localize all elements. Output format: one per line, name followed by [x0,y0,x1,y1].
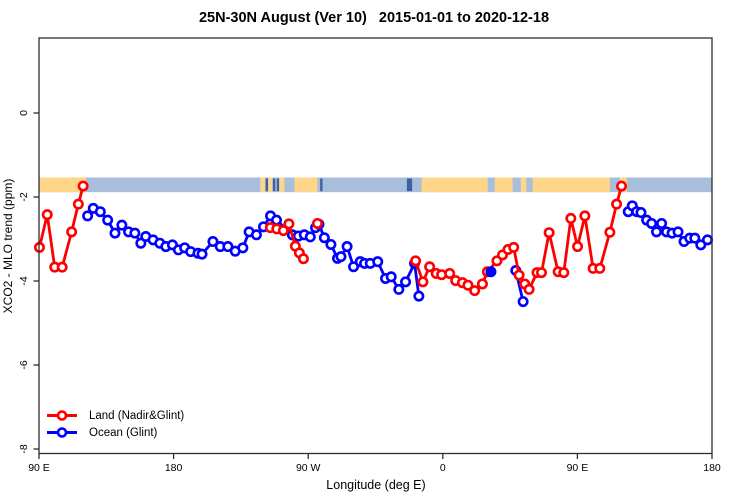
ocean-series-segment [82,202,425,302]
svg-text:-2: -2 [18,192,30,201]
land-line-marker-icon [47,410,77,421]
x-axis-label: Longitude (deg E) [326,478,425,492]
svg-text:-4: -4 [18,276,30,285]
land-series-segment [410,180,628,297]
svg-text:90 W: 90 W [296,462,321,474]
svg-text:90 E: 90 E [28,462,50,474]
svg-text:-8: -8 [18,444,30,453]
svg-text:180: 180 [165,462,183,474]
legend-item-ocean: Ocean (Glint) [44,424,184,441]
legend: Land (Nadir&Glint) Ocean (Glint) [44,407,184,441]
land-series-segment [311,217,323,229]
ocean-line-marker-icon [47,427,77,438]
legend-label-land: Land (Nadir&Glint) [89,409,185,422]
svg-text:-6: -6 [18,360,30,369]
legend-item-land: Land (Nadir&Glint) [44,407,184,424]
chart-title: 25N-30N August (Ver 10) 2015-01-01 to 20… [199,10,549,26]
map-band [39,177,712,193]
svg-text:180: 180 [703,462,721,474]
land-series-segment [264,218,309,265]
y-axis-label: XCO2 - MLO trend (ppm) [1,179,15,314]
ocean-series-segment [485,266,497,278]
svg-text:90 E: 90 E [567,462,589,474]
chart-layer: 90 E 180 90 W 0 90 E 180 0 -2 -4 -6 -8 [18,37,721,474]
ocean-series-segment [622,200,714,251]
svg-text:0: 0 [18,110,30,116]
land-series-segment [33,180,89,273]
axes: 90 E 180 90 W 0 90 E 180 0 -2 -4 -6 -8 [18,37,721,474]
legend-label-ocean: Ocean (Glint) [89,426,158,439]
svg-text:0: 0 [440,462,446,474]
